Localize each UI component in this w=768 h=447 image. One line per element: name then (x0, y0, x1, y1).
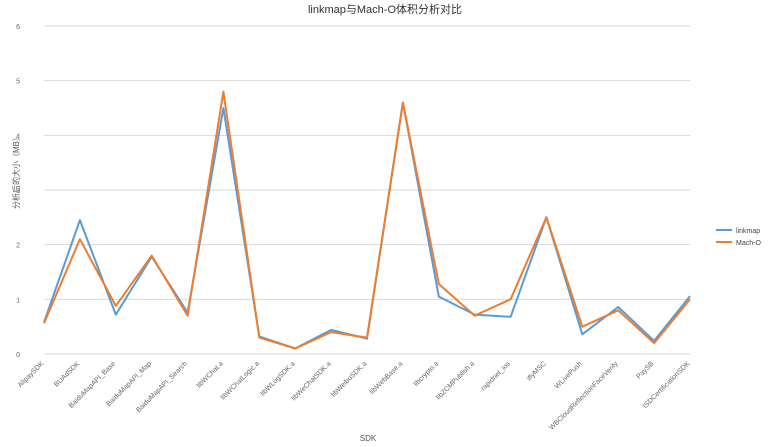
series-line-linkmap (43, 101, 691, 350)
series-line-mach-o (43, 90, 691, 350)
legend-label: Mach-O (736, 240, 761, 247)
x-axis-label: SDK (360, 434, 377, 443)
y-tick-label: 1 (16, 297, 20, 304)
x-tick-label: libcrypto.a (413, 360, 441, 388)
x-tick-label: libWeiboSDK.a (330, 360, 368, 398)
x-tick-label: libWeChatSDK.a (291, 360, 333, 402)
grid-lines (44, 25, 690, 355)
y-tick-label: 4 (16, 133, 20, 140)
y-tick-label: 0 (16, 352, 20, 359)
legend-label: linkmap (736, 228, 760, 235)
x-tick-label: BUAdSDK (53, 360, 81, 388)
x-tick-label: libZCMPublish.a (435, 360, 476, 401)
x-axis-ticks: AlipaySDK BUAdSDKBaiduMapAPI_BaseBaiduMap… (17, 360, 692, 432)
x-tick-label: libWChat.a (196, 360, 225, 389)
series-lines (43, 90, 691, 350)
y-tick-label: 6 (16, 24, 20, 31)
legend: linkmap Mach-O (716, 228, 761, 247)
y-tick-label: 2 (16, 243, 20, 250)
y-tick-label: 3 (16, 188, 20, 195)
y-tick-label: 5 (16, 79, 20, 86)
x-tick-label: WLivePush (554, 360, 584, 390)
x-tick-label: iflyMSC (526, 360, 548, 382)
y-axis-ticks: 0 1 2 3 4 5 6 (16, 24, 20, 359)
x-tick-label: libWebBase.a (369, 360, 404, 395)
y-axis-label: 分析后的大小（MB） (11, 133, 21, 209)
x-tick-label: WBCloudReflectionFaceVerify (548, 360, 620, 432)
chart-title: linkmap与Mach-O体积分析对比 (308, 2, 462, 16)
x-tick-label: PaySB (635, 360, 655, 380)
x-tick-label: rapidnet_ios (480, 360, 512, 392)
x-tick-label: AlipaySDK (17, 360, 46, 389)
x-tick-label: libWLogSDK.a (259, 360, 296, 397)
x-tick-label: libWChatLogic.a (220, 360, 261, 401)
